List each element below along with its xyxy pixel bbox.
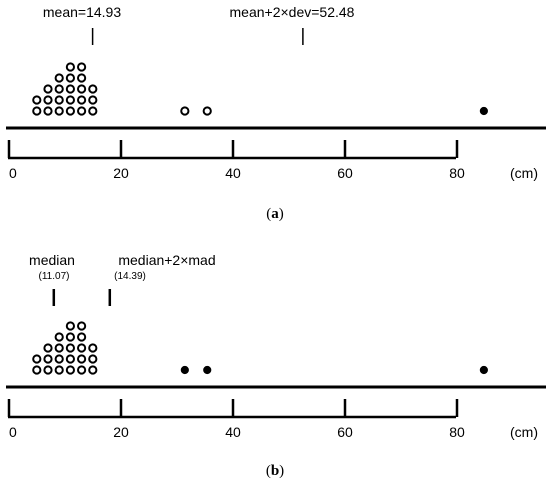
x-tick-label: 40 — [225, 424, 241, 440]
marker-label: mean+2×dev=52.48 — [230, 4, 355, 20]
point-open — [54, 343, 64, 353]
panel-a: mean=14.93 mean+2×dev=52.48 0 20 40 60 80 (cm) (… — [6, 4, 546, 222]
point-open — [54, 95, 64, 105]
point-open — [54, 106, 64, 116]
point-open — [77, 84, 87, 94]
point-open — [32, 95, 42, 105]
point-open — [32, 365, 42, 375]
point-open — [65, 62, 76, 72]
x-tick-label: 80 — [449, 424, 465, 440]
point-open — [43, 343, 53, 353]
point-open — [65, 73, 76, 83]
x-tick-label: 60 — [337, 424, 353, 440]
point-open — [54, 84, 64, 94]
unit-label: (cm) — [510, 165, 538, 181]
point-open — [32, 106, 42, 116]
point-open — [43, 84, 53, 94]
x-tick-label: 0 — [9, 424, 17, 440]
point-filled — [203, 365, 212, 375]
point-open — [54, 332, 64, 342]
x-tick-label: 20 — [113, 165, 129, 181]
point-open — [43, 354, 53, 364]
point-open — [77, 332, 87, 342]
point-open — [54, 73, 64, 83]
marker-sub-label: (14.39) — [114, 271, 146, 282]
point-open — [65, 332, 76, 342]
x-tick-label: 20 — [113, 424, 129, 440]
marker-sub-label: (11.07) — [39, 271, 70, 282]
point-open — [88, 343, 98, 353]
point-open — [65, 321, 76, 331]
point-open — [77, 62, 87, 72]
unit-label: (cm) — [510, 424, 538, 440]
point-open — [88, 95, 98, 105]
panel-caption: (b) — [266, 463, 284, 479]
point-open — [65, 343, 76, 353]
point-open — [77, 73, 87, 83]
point-filled — [180, 365, 189, 375]
point-open — [88, 106, 98, 116]
point-open — [77, 106, 87, 116]
x-tick-label: 40 — [225, 165, 241, 181]
point-open — [77, 343, 87, 353]
point-open — [65, 95, 76, 105]
point-open — [65, 365, 76, 375]
point-open — [77, 354, 87, 364]
panel-b: median (11.07) median+2×mad (14.39) 0 20 40 60 8… — [6, 252, 546, 479]
point-open — [77, 365, 87, 375]
point-open — [54, 365, 64, 375]
point-open — [77, 95, 87, 105]
point-filled — [479, 106, 488, 116]
point-filled — [479, 365, 488, 375]
point-open — [65, 354, 76, 364]
point-open — [180, 106, 190, 116]
point-open — [65, 84, 76, 94]
point-open — [54, 354, 64, 364]
point-open — [43, 365, 53, 375]
point-open — [77, 321, 87, 331]
x-tick-label: 0 — [9, 165, 17, 181]
marker-label: median+2×mad — [118, 252, 215, 268]
point-open — [43, 106, 53, 116]
x-tick-label: 60 — [337, 165, 353, 181]
panel-caption: (a) — [266, 206, 284, 222]
marker-label: median — [29, 252, 75, 268]
point-open — [32, 354, 42, 364]
point-open — [88, 365, 98, 375]
point-open — [88, 354, 98, 364]
point-open — [202, 106, 212, 116]
marker-label: mean=14.93 — [43, 4, 121, 20]
point-open — [43, 95, 53, 105]
x-tick-label: 80 — [449, 165, 465, 181]
point-open — [88, 84, 98, 94]
point-open — [65, 106, 76, 116]
